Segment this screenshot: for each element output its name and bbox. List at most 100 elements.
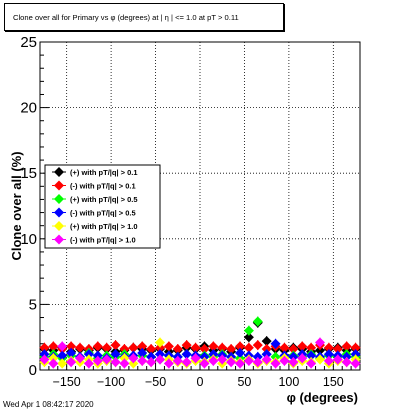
data-point [163,358,174,369]
data-point [288,351,299,362]
data-point [341,341,352,352]
data-point [128,342,139,353]
data-point [155,349,165,360]
data-point [208,341,219,352]
data-point [163,341,174,352]
data-point [190,353,201,364]
data-point [243,325,254,336]
data-point [243,342,254,353]
data-point [146,344,157,355]
data-point [323,342,334,353]
y-tick-label: 10 [20,231,37,248]
legend-entry-label: (+) with pT/|q| > 0.5 [70,195,138,204]
y-tick-label: 0 [29,362,37,379]
data-point [137,341,148,352]
data-point [92,355,103,366]
legend-marker [54,167,64,177]
legend-entry-label: (-) with pT/|q| > 0.1 [70,182,136,191]
data-point [252,316,263,327]
data-point [57,350,68,361]
legend-entry-label: (-) with pT/|q| > 0.5 [70,209,136,218]
legend-marker [54,180,64,191]
data-point [172,355,183,366]
data-point [128,358,139,369]
data-point [252,340,263,351]
timestamp: Wed Apr 1 08:42:17 2020 [3,400,94,409]
y-tick-label: 15 [20,165,37,182]
y-axis-label: Clone over all (%) [9,151,24,260]
data-point [235,347,245,358]
data-point [137,355,148,366]
data-point [57,358,68,369]
x-tick-label: 0 [197,375,204,389]
data-point [315,345,325,356]
legend-marker [54,194,64,204]
data-point [66,357,77,368]
legend-marker [54,234,64,245]
data-point [75,342,85,353]
data-point [48,341,59,352]
data-point [243,355,254,366]
data-point [261,344,272,355]
data-point [306,358,317,369]
data-point [181,340,192,351]
data-point [128,353,139,364]
data-point [332,354,343,365]
legend-entry-label: (-) with pT/|q| > 1.0 [70,236,136,245]
data-point [137,347,148,358]
legend-marker [54,207,64,218]
data-point [101,342,112,353]
data-point [66,347,77,358]
x-tick-label: 50 [237,375,251,389]
data-point [39,342,50,353]
data-point [66,341,77,352]
data-point [119,353,130,364]
x-tick-label: −50 [145,375,166,389]
data-point [146,351,157,362]
data-point [350,358,361,369]
data-point [217,342,228,353]
data-point [332,344,343,355]
x-tick-label: 150 [323,375,344,389]
data-point [155,337,165,348]
data-point [208,355,219,366]
data-point [110,349,121,360]
title-box: Clone over all for Primary vs φ (degrees… [4,3,284,31]
data-point [181,349,192,360]
y-tick-label: 5 [29,296,37,313]
data-point [199,351,210,362]
x-tick-label: −150 [53,375,81,389]
data-point [48,353,59,364]
axis-ticks: −150 −100 −50 0 50 100 150 0 5 10 15 20 25 [20,34,361,389]
data-point [341,351,352,362]
data-point [119,358,130,369]
data-point [261,349,272,360]
data-point [350,349,361,360]
data-point [39,354,50,365]
data-point [323,355,334,366]
legend-marker [54,221,64,231]
data-point [110,357,121,368]
data-point [172,344,183,355]
data-point [288,357,299,368]
data-point [270,358,281,369]
data-point [288,344,299,355]
data-point [306,350,317,361]
data-point [119,344,130,355]
data-series [39,316,361,369]
legend-entry-label: (+) with pT/|q| > 0.1 [70,168,138,177]
data-point [261,336,272,347]
data-point [92,341,103,352]
legend: (+) with pT/|q| > 0.1 (-) with pT/|q| > 0… [44,164,161,249]
data-point [297,353,308,364]
data-point [243,332,254,343]
data-point [48,358,59,369]
data-point [315,337,325,348]
data-point [39,349,50,360]
data-point [199,358,210,369]
grid [40,42,360,370]
data-point [270,351,281,362]
x-tick-label: −100 [97,375,125,389]
data-point [155,354,165,365]
